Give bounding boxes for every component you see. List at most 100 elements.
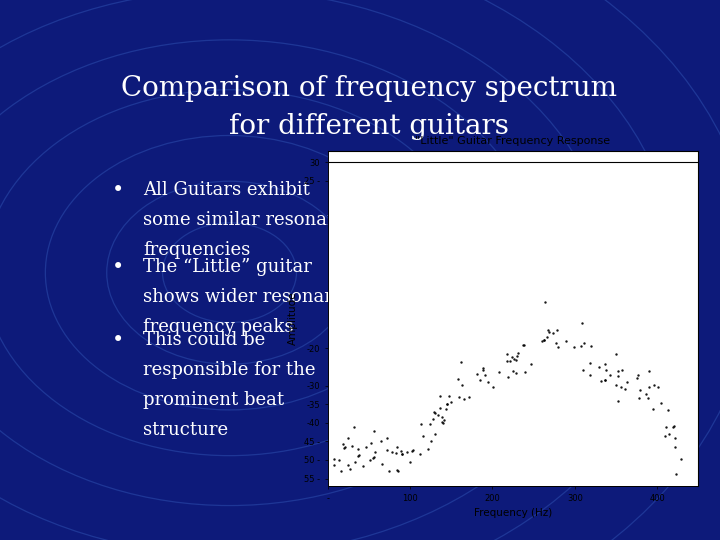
Point [600,376,611,384]
Point [652,382,664,391]
Point [365,438,377,447]
Point [335,467,346,476]
Point [352,444,364,453]
Point [459,395,470,403]
Point [660,422,672,431]
Text: Comparison of frequency spectrum: Comparison of frequency spectrum [121,75,617,102]
Point [595,376,607,385]
Text: frequency peaks: frequency peaks [143,318,294,336]
Point [615,382,626,391]
Point [392,465,403,474]
Point [479,371,490,380]
Point [464,393,475,401]
Point [536,337,547,346]
Point [612,367,624,376]
Point [407,446,418,454]
Point [427,415,438,423]
Text: •: • [112,181,125,200]
Point [508,355,520,363]
Point [631,374,642,383]
Point [338,444,350,453]
Point [415,420,427,429]
Point [452,375,464,383]
Point [504,356,516,365]
Point [668,421,680,430]
Point [369,448,381,456]
Point [328,455,340,463]
Point [670,443,681,451]
Point [361,443,372,451]
Point [369,453,380,461]
Point [407,447,418,455]
Point [438,416,450,424]
Point [397,450,408,458]
Point [487,382,499,391]
Point [599,360,611,369]
Point [577,366,588,374]
Point [517,341,528,350]
Point [343,434,354,443]
Point [585,359,596,367]
Point [441,405,452,414]
Point [604,370,616,379]
Text: •: • [112,258,125,277]
Point [538,335,549,344]
Point [482,378,493,387]
Point [346,441,358,450]
Point [387,448,398,457]
Point [422,444,433,453]
Point [675,455,687,463]
Point [670,433,681,442]
Point [444,392,455,400]
Point [441,400,453,409]
Point [640,390,652,399]
Point [337,440,348,449]
Point [501,357,513,366]
Text: frequencies: frequencies [143,241,251,259]
Point [367,454,379,463]
Point [425,420,436,428]
Point [333,455,345,464]
Point [655,399,667,407]
Point [405,458,416,467]
Text: responsible for the: responsible for the [143,361,315,379]
Point [579,339,590,348]
Text: some similar resonant: some similar resonant [143,211,346,229]
Point [659,432,670,441]
Point [648,381,660,389]
Point [429,409,441,417]
Point [643,367,654,376]
Point [436,413,448,421]
Point [441,400,453,408]
Point [599,375,611,384]
Point [477,363,489,372]
Point [621,377,632,386]
Point [642,393,654,402]
Point [510,369,522,377]
Point [348,423,360,431]
Point [670,470,682,478]
Point [502,373,513,381]
Point [474,376,485,384]
Point [511,352,523,360]
Point [383,467,395,475]
Point [501,350,513,359]
Point [453,393,464,402]
Point [584,371,595,380]
Point [561,336,572,345]
Point [667,423,678,432]
Point [391,443,402,451]
Point [369,427,380,435]
Point [538,336,549,345]
Point [512,349,523,357]
Text: The “Little” guitar: The “Little” guitar [143,258,312,276]
Point [552,343,563,352]
Text: All Guitars exhibit: All Guitars exhibit [143,181,310,199]
Point [349,458,361,467]
Point [546,329,558,338]
Point [397,449,408,458]
Point [472,370,483,379]
Point [436,418,448,427]
Text: structure: structure [143,421,228,438]
Point [433,410,444,419]
